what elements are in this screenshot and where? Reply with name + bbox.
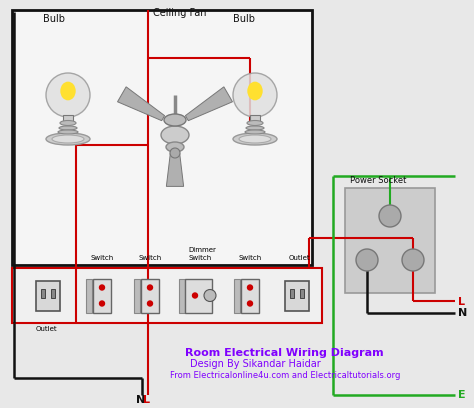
Text: E: E — [458, 390, 465, 400]
Ellipse shape — [246, 126, 264, 130]
Text: Switch: Switch — [189, 255, 212, 261]
Bar — [290, 288, 294, 297]
Bar — [300, 288, 304, 297]
Circle shape — [247, 285, 253, 290]
Bar — [250, 115, 260, 123]
Circle shape — [147, 285, 153, 290]
Bar — [345, 188, 435, 293]
Bar — [141, 279, 159, 313]
Circle shape — [46, 73, 90, 117]
Text: N: N — [458, 308, 467, 318]
Ellipse shape — [58, 130, 78, 134]
Polygon shape — [166, 139, 183, 186]
Text: Outlet: Outlet — [289, 255, 310, 261]
Ellipse shape — [52, 135, 84, 143]
Ellipse shape — [60, 82, 76, 100]
Ellipse shape — [59, 126, 77, 130]
Ellipse shape — [166, 142, 184, 152]
Bar — [234, 279, 240, 313]
Text: Room Electrical Wiring Diagram: Room Electrical Wiring Diagram — [185, 348, 383, 358]
Bar — [86, 279, 92, 313]
Circle shape — [233, 73, 277, 117]
Ellipse shape — [164, 114, 186, 126]
Text: Bulb: Bulb — [43, 14, 65, 24]
Bar — [51, 288, 55, 297]
Ellipse shape — [239, 135, 271, 143]
Ellipse shape — [60, 120, 76, 126]
Text: L: L — [458, 297, 465, 307]
Ellipse shape — [161, 126, 189, 144]
Bar — [36, 281, 60, 310]
Text: Bulb: Bulb — [233, 14, 255, 24]
Bar — [285, 281, 309, 310]
Bar — [41, 288, 45, 297]
Text: L: L — [143, 395, 150, 405]
Circle shape — [100, 285, 104, 290]
Ellipse shape — [245, 130, 265, 134]
Bar — [12, 268, 322, 323]
Text: N: N — [136, 395, 145, 405]
Text: From Electricalonline4u.com and Electricaltutorials.org: From Electricalonline4u.com and Electric… — [170, 371, 401, 380]
Text: Power Socket: Power Socket — [350, 176, 406, 185]
Circle shape — [147, 301, 153, 306]
Text: Switch: Switch — [139, 255, 162, 261]
Bar — [12, 10, 312, 265]
Bar — [179, 279, 185, 313]
Ellipse shape — [247, 82, 263, 100]
Bar — [63, 115, 73, 123]
Bar — [134, 279, 140, 313]
Circle shape — [379, 205, 401, 227]
Bar — [241, 279, 259, 313]
Text: Outlet: Outlet — [36, 326, 58, 332]
Text: Dimmer: Dimmer — [188, 247, 216, 253]
Text: Switch: Switch — [91, 255, 114, 261]
Ellipse shape — [247, 120, 263, 126]
Text: Design By Sikandar Haidar: Design By Sikandar Haidar — [190, 359, 321, 369]
Text: Ceiling Fan: Ceiling Fan — [153, 8, 207, 18]
Circle shape — [204, 290, 216, 302]
Circle shape — [402, 249, 424, 271]
Circle shape — [192, 293, 198, 298]
Circle shape — [356, 249, 378, 271]
Circle shape — [170, 148, 180, 158]
Ellipse shape — [46, 133, 90, 145]
Bar — [185, 279, 212, 313]
Polygon shape — [185, 87, 232, 121]
Circle shape — [247, 301, 253, 306]
Ellipse shape — [233, 133, 277, 145]
Polygon shape — [118, 87, 164, 121]
Bar — [93, 279, 111, 313]
Circle shape — [100, 301, 104, 306]
Text: Switch: Switch — [239, 255, 262, 261]
